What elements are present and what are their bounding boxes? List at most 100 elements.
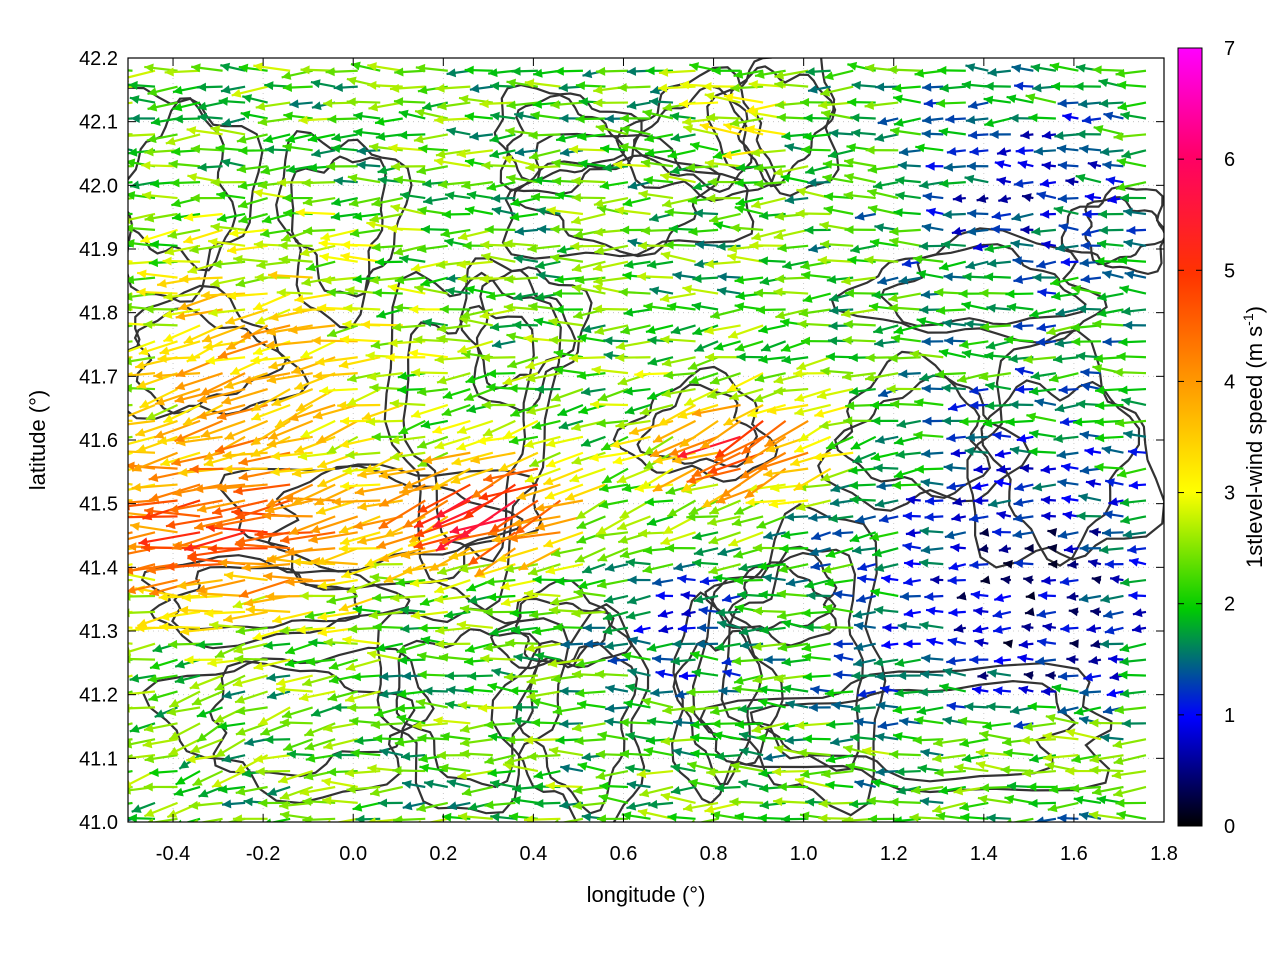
wind-arrow (966, 161, 989, 171)
wind-arrow (303, 226, 336, 236)
wind-arrow (652, 577, 674, 587)
wind-arrow (465, 285, 494, 295)
wind-arrow (916, 269, 944, 279)
wind-arrow (596, 814, 628, 822)
wind-arrow (684, 704, 719, 714)
wind-arrow (508, 435, 539, 445)
wind-arrow (1123, 320, 1146, 330)
wind-arrow (1085, 478, 1102, 488)
wind-arrow (1057, 194, 1079, 204)
wind-arrow (250, 403, 291, 421)
wind-arrow (643, 435, 674, 456)
wind-arrow (745, 124, 786, 136)
wind-arrow (874, 732, 899, 742)
wind-arrow (899, 717, 921, 727)
wind-arrow (1121, 718, 1146, 728)
wind-arrow (1048, 559, 1058, 569)
wind-arrow (591, 365, 629, 375)
wind-arrow (854, 514, 876, 524)
contour-line (728, 65, 837, 188)
wind-arrow (678, 99, 719, 109)
wind-arrow (189, 674, 223, 690)
wind-arrow (596, 66, 629, 76)
wind-arrow (173, 114, 201, 124)
wind-arrow (840, 308, 876, 318)
wind-arrow (221, 799, 246, 809)
wind-arrow (575, 114, 606, 124)
wind-arrow (435, 83, 471, 93)
wind-arrow (1023, 575, 1034, 585)
wind-arrow (164, 67, 201, 77)
wind-arrow (893, 117, 922, 127)
wind-arrow (253, 188, 291, 200)
wind-arrow (433, 594, 471, 604)
wind-arrow (310, 706, 336, 717)
x-tick-label: 0.6 (610, 843, 638, 865)
wind-arrow (594, 244, 629, 255)
wind-arrow (1104, 559, 1124, 569)
wind-arrow (481, 400, 516, 410)
wind-arrow (598, 483, 629, 493)
wind-arrow (1018, 639, 1034, 649)
wind-arrow (398, 130, 426, 140)
wind-arrow (893, 324, 922, 335)
wind-arrow (128, 356, 156, 366)
wind-arrow (255, 101, 291, 111)
wind-arrow (801, 642, 831, 652)
wind-arrow (558, 419, 584, 430)
wind-arrow (875, 767, 899, 777)
wind-arrow (639, 403, 674, 416)
wind-arrow (918, 687, 944, 697)
wind-arrow (820, 366, 854, 376)
wind-arrow (1099, 147, 1124, 157)
wind-arrow (641, 697, 674, 709)
contour-line (133, 306, 287, 415)
wind-arrow (326, 817, 358, 822)
wind-arrow (944, 336, 966, 346)
wind-arrow (1030, 371, 1057, 381)
wind-arrow (625, 731, 651, 741)
wind-arrow (867, 188, 899, 200)
wind-arrow (128, 148, 133, 152)
wind-arrow (1072, 417, 1102, 427)
wind-arrow (946, 146, 966, 156)
wind-arrow (158, 592, 201, 602)
wind-arrow (627, 575, 651, 585)
wind-arrow (433, 716, 471, 726)
wind-arrow (1099, 98, 1124, 108)
wind-arrow (342, 466, 381, 476)
wind-arrow (223, 571, 268, 582)
wind-arrow (673, 562, 696, 572)
wind-arrow (924, 512, 944, 522)
wind-arrow (902, 511, 921, 521)
wind-arrow (1119, 642, 1147, 653)
wind-arrow (300, 419, 336, 439)
wind-arrow (266, 483, 314, 508)
wind-arrow (708, 499, 742, 515)
wind-arrow (570, 212, 606, 225)
colorbar (1177, 47, 1203, 827)
wind-arrow (689, 141, 719, 152)
wind-arrow (509, 403, 539, 417)
wind-arrow (1105, 176, 1124, 186)
wind-arrow (361, 403, 404, 421)
wind-arrow (231, 85, 268, 98)
wind-arrow (311, 148, 336, 158)
wind-arrow (225, 308, 268, 325)
wind-arrow (392, 766, 426, 776)
wind-arrow (672, 747, 696, 757)
wind-arrow (969, 386, 989, 395)
wind-arrow (869, 531, 899, 542)
wind-arrow (128, 461, 178, 471)
wind-arrow (577, 762, 606, 773)
wind-arrow (128, 610, 133, 614)
wind-arrow (1132, 608, 1147, 618)
wind-arrow (723, 92, 764, 104)
wind-arrow (1088, 655, 1102, 665)
wind-arrow (390, 203, 426, 216)
wind-arrow (129, 95, 156, 104)
wind-arrow (757, 813, 786, 822)
wind-arrow (1060, 257, 1079, 267)
wind-arrow (282, 83, 313, 93)
wind-arrow (823, 205, 854, 216)
